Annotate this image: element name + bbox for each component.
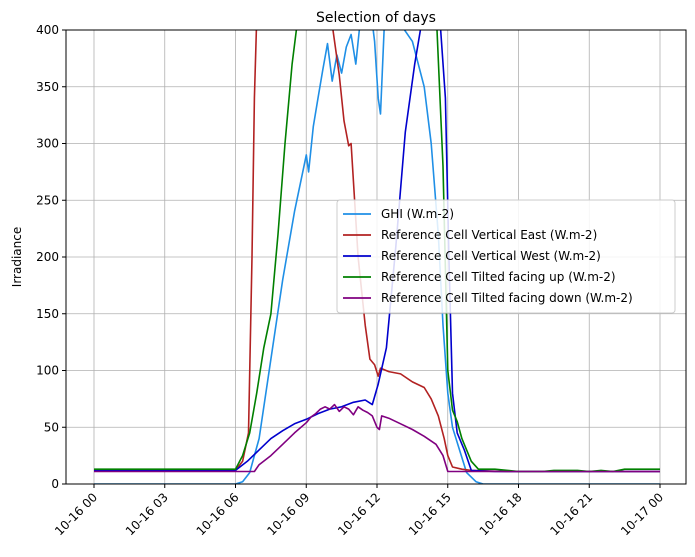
y-axis-label: Irradiance (10, 227, 24, 287)
y-tick-label: 200 (36, 250, 59, 264)
y-axis: 0 50 100 150 200 250 300 350 400 (36, 23, 66, 491)
y-tick-label: 100 (36, 364, 59, 378)
y-tick-label: 300 (36, 137, 59, 151)
legend-entry: Reference Cell Vertical East (W.m-2) (381, 228, 597, 242)
legend: GHI (W.m-2) Reference Cell Vertical East … (336, 199, 676, 314)
series-layer (94, 30, 660, 484)
y-tick-label: 250 (36, 193, 59, 207)
legend-entry: GHI (W.m-2) (381, 207, 454, 221)
plot-area (94, 30, 660, 484)
chart-title: Selection of days (316, 10, 436, 26)
series-line-3 (94, 30, 660, 473)
y-tick-label: 0 (51, 477, 59, 491)
legend-entry: Reference Cell Tilted facing down (W.m-2… (381, 291, 633, 305)
series-line-1 (94, 30, 660, 484)
y-tick-label: 50 (44, 420, 59, 434)
y-tick-label: 400 (36, 23, 59, 37)
y-tick-label: 150 (36, 307, 59, 321)
legend-entry: Reference Cell Vertical West (W.m-2) (381, 249, 601, 263)
legend-box (336, 199, 676, 314)
y-tick-label: 350 (36, 80, 59, 94)
legend-entry: Reference Cell Tilted facing up (W.m-2) (381, 270, 616, 284)
series-line-2 (94, 30, 660, 473)
series-line-5 (94, 403, 660, 473)
